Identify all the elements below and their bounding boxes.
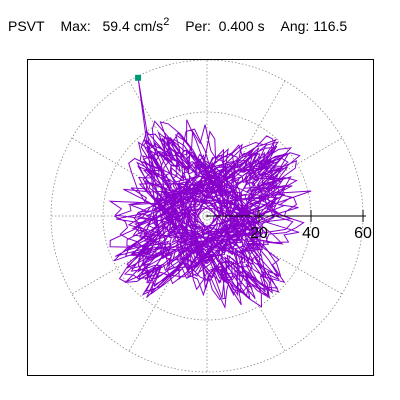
orbit-trace: [108, 77, 312, 309]
angle-value: 116.5: [313, 18, 348, 34]
r-tick-label-60: 60: [354, 225, 372, 242]
plot-frame: [27, 59, 374, 376]
polar-plot: 20 40 60: [27, 59, 374, 376]
max-point-marker: [135, 74, 142, 81]
period-value: 0.400: [218, 18, 254, 34]
max-unit-exponent: 2: [163, 16, 170, 28]
r-tick-label-40: 40: [302, 225, 320, 242]
period-unit: s: [257, 18, 265, 34]
psvt-label: PSVT: [8, 18, 45, 34]
radial-axis: 20 40 60: [207, 210, 372, 242]
max-label: Max:: [60, 18, 91, 34]
r-tick-label-20: 20: [250, 225, 268, 242]
max-unit: cm/s: [133, 18, 164, 34]
max-value: 59.4: [102, 18, 130, 34]
period-label: Per:: [185, 18, 211, 34]
plot-header: PSVT Max: 59.4 cm/s2 Per: 0.400 s Ang: 1…: [8, 16, 348, 36]
angle-label: Ang:: [280, 18, 310, 34]
